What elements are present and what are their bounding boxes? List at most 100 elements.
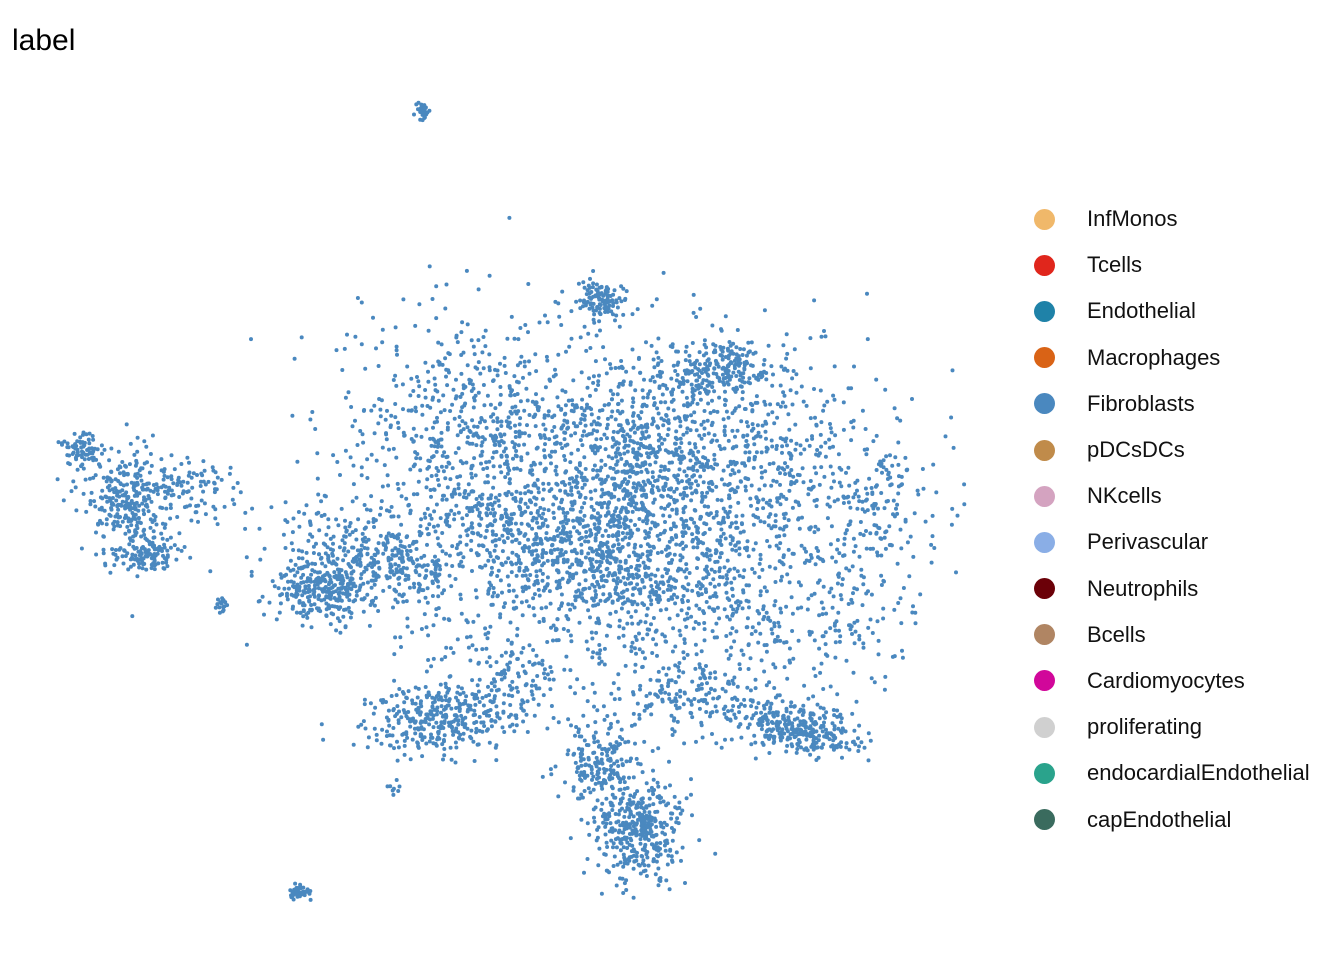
scatter-point: [749, 704, 754, 709]
scatter-point: [673, 680, 678, 684]
scatter-point: [629, 599, 634, 604]
scatter-point: [444, 562, 449, 567]
scatter-point: [526, 546, 531, 550]
scatter-point: [615, 469, 620, 474]
scatter-point: [519, 497, 524, 502]
scatter-point: [764, 436, 768, 441]
scatter-point: [640, 650, 645, 655]
scatter-point: [469, 466, 474, 471]
scatter-point: [583, 423, 588, 428]
scatter-point: [636, 621, 641, 626]
scatter-point: [655, 406, 660, 411]
scatter-point: [625, 806, 630, 811]
scatter-point: [647, 544, 652, 549]
scatter-point: [801, 480, 806, 485]
scatter-point: [687, 451, 692, 456]
scatter-point: [702, 504, 707, 509]
scatter-point: [434, 578, 439, 583]
scatter-point: [454, 377, 458, 382]
scatter-point: [359, 548, 364, 552]
scatter-point: [783, 461, 787, 466]
scatter-point: [578, 755, 583, 760]
scatter-point: [519, 354, 524, 359]
scatter-point: [574, 589, 579, 594]
scatter-point: [709, 423, 714, 428]
scatter-point: [843, 729, 848, 734]
scatter-point: [551, 638, 555, 643]
scatter-point: [562, 412, 567, 417]
scatter-point: [335, 460, 340, 464]
scatter-point: [437, 360, 442, 365]
scatter-point: [506, 415, 511, 420]
scatter-point: [708, 553, 713, 558]
scatter-point: [671, 408, 676, 413]
scatter-point: [427, 459, 432, 464]
scatter-point: [548, 550, 553, 555]
scatter-point: [541, 481, 546, 486]
scatter-point: [297, 524, 302, 529]
scatter-point: [300, 623, 305, 628]
scatter-point: [501, 539, 506, 544]
scatter-point: [410, 559, 415, 564]
scatter-point: [518, 491, 523, 496]
scatter-point: [641, 519, 646, 524]
scatter-point: [292, 356, 297, 361]
scatter-point: [599, 659, 604, 664]
scatter-point: [628, 802, 633, 807]
scatter-point: [444, 645, 449, 650]
scatter-point: [427, 465, 431, 469]
scatter-point: [839, 484, 844, 489]
scatter-point: [844, 741, 849, 746]
scatter-point: [530, 552, 534, 557]
scatter-point: [434, 316, 439, 321]
scatter-point: [592, 819, 597, 824]
scatter-point: [829, 744, 834, 749]
scatter-point: [610, 444, 615, 449]
scatter-point: [431, 725, 436, 730]
scatter-point: [677, 805, 682, 810]
scatter-point: [751, 522, 756, 527]
scatter-point: [618, 742, 622, 746]
scatter-point: [439, 444, 444, 449]
scatter-point: [593, 526, 598, 531]
scatter-point: [696, 683, 701, 688]
scatter-point: [647, 558, 652, 563]
scatter-point: [728, 472, 733, 477]
scatter-point: [557, 607, 562, 611]
scatter-point: [591, 734, 596, 739]
scatter-point: [778, 738, 783, 743]
scatter-point: [315, 451, 320, 456]
scatter-point: [730, 536, 735, 541]
scatter-point: [846, 494, 851, 499]
scatter-point: [564, 521, 569, 526]
scatter-point: [493, 406, 498, 411]
scatter-point: [728, 504, 733, 509]
scatter-point: [509, 521, 514, 526]
scatter-point: [559, 548, 564, 552]
scatter-point: [712, 688, 717, 693]
scatter-point: [366, 563, 371, 568]
scatter-point: [434, 720, 439, 725]
scatter-point: [682, 403, 686, 408]
scatter-point: [741, 529, 746, 534]
scatter-point: [764, 610, 769, 615]
scatter-point: [566, 602, 571, 607]
scatter-point: [660, 830, 665, 835]
scatter-point: [436, 340, 441, 345]
scatter-point: [478, 533, 483, 538]
scatter-point: [590, 636, 595, 641]
scatter-point: [399, 494, 404, 499]
scatter-point: [458, 534, 463, 539]
scatter-point: [518, 326, 523, 330]
scatter-point: [881, 606, 886, 611]
scatter-point: [509, 532, 514, 537]
scatter-point: [595, 708, 600, 713]
scatter-point: [544, 605, 549, 610]
scatter-point: [382, 463, 387, 468]
scatter-point: [762, 483, 767, 488]
scatter-point: [392, 553, 397, 558]
scatter-point: [540, 555, 545, 560]
scatter-point: [689, 702, 694, 707]
scatter-point: [729, 521, 734, 526]
scatter-point: [721, 468, 726, 473]
